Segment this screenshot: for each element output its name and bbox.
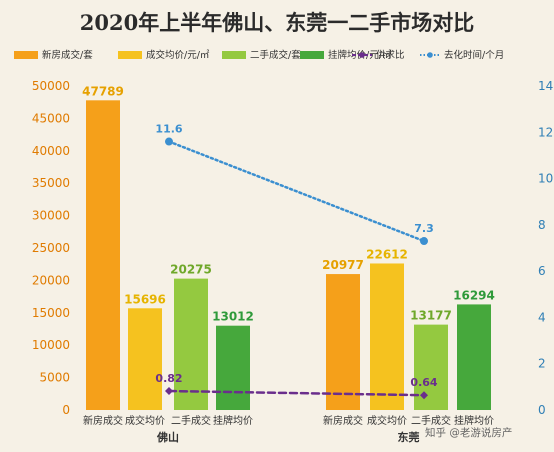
bar-value-label-0-1: 15696	[124, 292, 166, 306]
line-series-0	[167, 389, 426, 397]
group-label-0: 佛山	[156, 430, 179, 444]
bar-0-1	[128, 308, 162, 410]
axes: 0 5000 10000 15000 20000 25000 30000 35000 40000…	[32, 79, 553, 417]
right-axis-tick-6: 12	[538, 125, 553, 139]
bar-1-2	[414, 324, 448, 410]
bar-value-label-0-3: 13012	[212, 310, 254, 324]
legend-swatch-1	[118, 51, 142, 59]
line-point-1-1	[420, 237, 428, 246]
bar-value-label-1-1: 22612	[366, 247, 408, 261]
legend-swatch-3	[300, 51, 324, 59]
category-label-0-2: 二手成交	[171, 414, 211, 427]
line-value-label-1-1: 7.3	[414, 222, 434, 235]
line-point-0-0	[165, 387, 173, 396]
left-axis-tick-9: 45000	[32, 111, 70, 125]
right-axis-tick-7: 14	[538, 79, 553, 93]
group-label-1: 东莞	[398, 430, 420, 444]
category-label-0-3: 挂牌均价	[213, 414, 253, 427]
left-axis-tick-1: 5000	[39, 371, 70, 385]
right-axis-tick-2: 4	[538, 310, 546, 324]
line-value-label-1-0: 11.6	[155, 123, 182, 136]
legend-label-1: 成交均价/元/㎡	[146, 49, 210, 61]
left-axis-tick-3: 15000	[32, 306, 70, 320]
bar-value-label-0-0: 47789	[82, 84, 124, 98]
bar-value-label-1-2: 13177	[410, 309, 452, 323]
category-label-0-1: 成交均价	[125, 414, 165, 427]
left-axis-tick-8: 40000	[32, 144, 70, 158]
legend-marker-0	[359, 52, 365, 58]
line-series-1	[167, 140, 426, 243]
bar-value-label-1-0: 20977	[322, 258, 364, 272]
line-point-1-0	[165, 137, 173, 146]
line-point-0-1	[420, 391, 428, 400]
right-axis-tick-3: 6	[538, 264, 546, 278]
bar-1-3	[457, 304, 491, 410]
bar-1-0	[326, 274, 360, 410]
bar-value-label-1-3: 16294	[453, 288, 495, 302]
bar-0-3	[216, 325, 250, 410]
category-label-1-3: 挂牌均价	[454, 414, 494, 427]
legend-label-2: 二手成交/套	[250, 49, 301, 61]
left-axis-tick-6: 30000	[32, 209, 70, 223]
category-label-1-0: 新房成交	[323, 414, 363, 427]
bar-value-label-0-2: 20275	[170, 263, 212, 277]
chart-title: 2020年上半年佛山、东莞一二手市场对比	[80, 10, 474, 35]
category-label-1-1: 成交均价	[367, 414, 407, 427]
legend-swatch-2	[222, 51, 246, 59]
bars	[86, 100, 491, 411]
left-axis-tick-2: 10000	[32, 338, 70, 352]
watermark-text: 知乎 @老游说房产	[425, 426, 512, 439]
left-axis-tick-7: 35000	[32, 176, 70, 190]
left-axis-tick-5: 25000	[32, 241, 70, 255]
right-axis-tick-1: 2	[538, 357, 546, 371]
bar-1-1	[370, 263, 404, 410]
legend-line-label-0: 供求比	[376, 49, 405, 61]
right-axis-tick-5: 10	[538, 172, 553, 186]
left-axis-tick-0: 0	[62, 403, 70, 417]
category-label-0-0: 新房成交	[83, 414, 123, 427]
right-axis-tick-0: 0	[538, 403, 546, 417]
left-axis-tick-4: 20000	[32, 273, 70, 287]
left-axis-tick-10: 50000	[32, 79, 70, 93]
line-value-label-0-1: 0.64	[410, 376, 437, 389]
bar-0-0	[86, 100, 120, 411]
line-value-label-0-0: 0.82	[155, 372, 182, 385]
legend-swatch-0	[14, 51, 38, 59]
category-label-1-2: 二手成交	[411, 414, 451, 427]
legend-label-0: 新房成交/套	[42, 49, 93, 61]
lines	[165, 137, 428, 400]
legend-line-label-1: 去化时间/个月	[444, 49, 504, 61]
bar-0-2	[174, 278, 208, 410]
right-axis-tick-4: 8	[538, 218, 546, 232]
legend-marker-1	[427, 52, 433, 58]
